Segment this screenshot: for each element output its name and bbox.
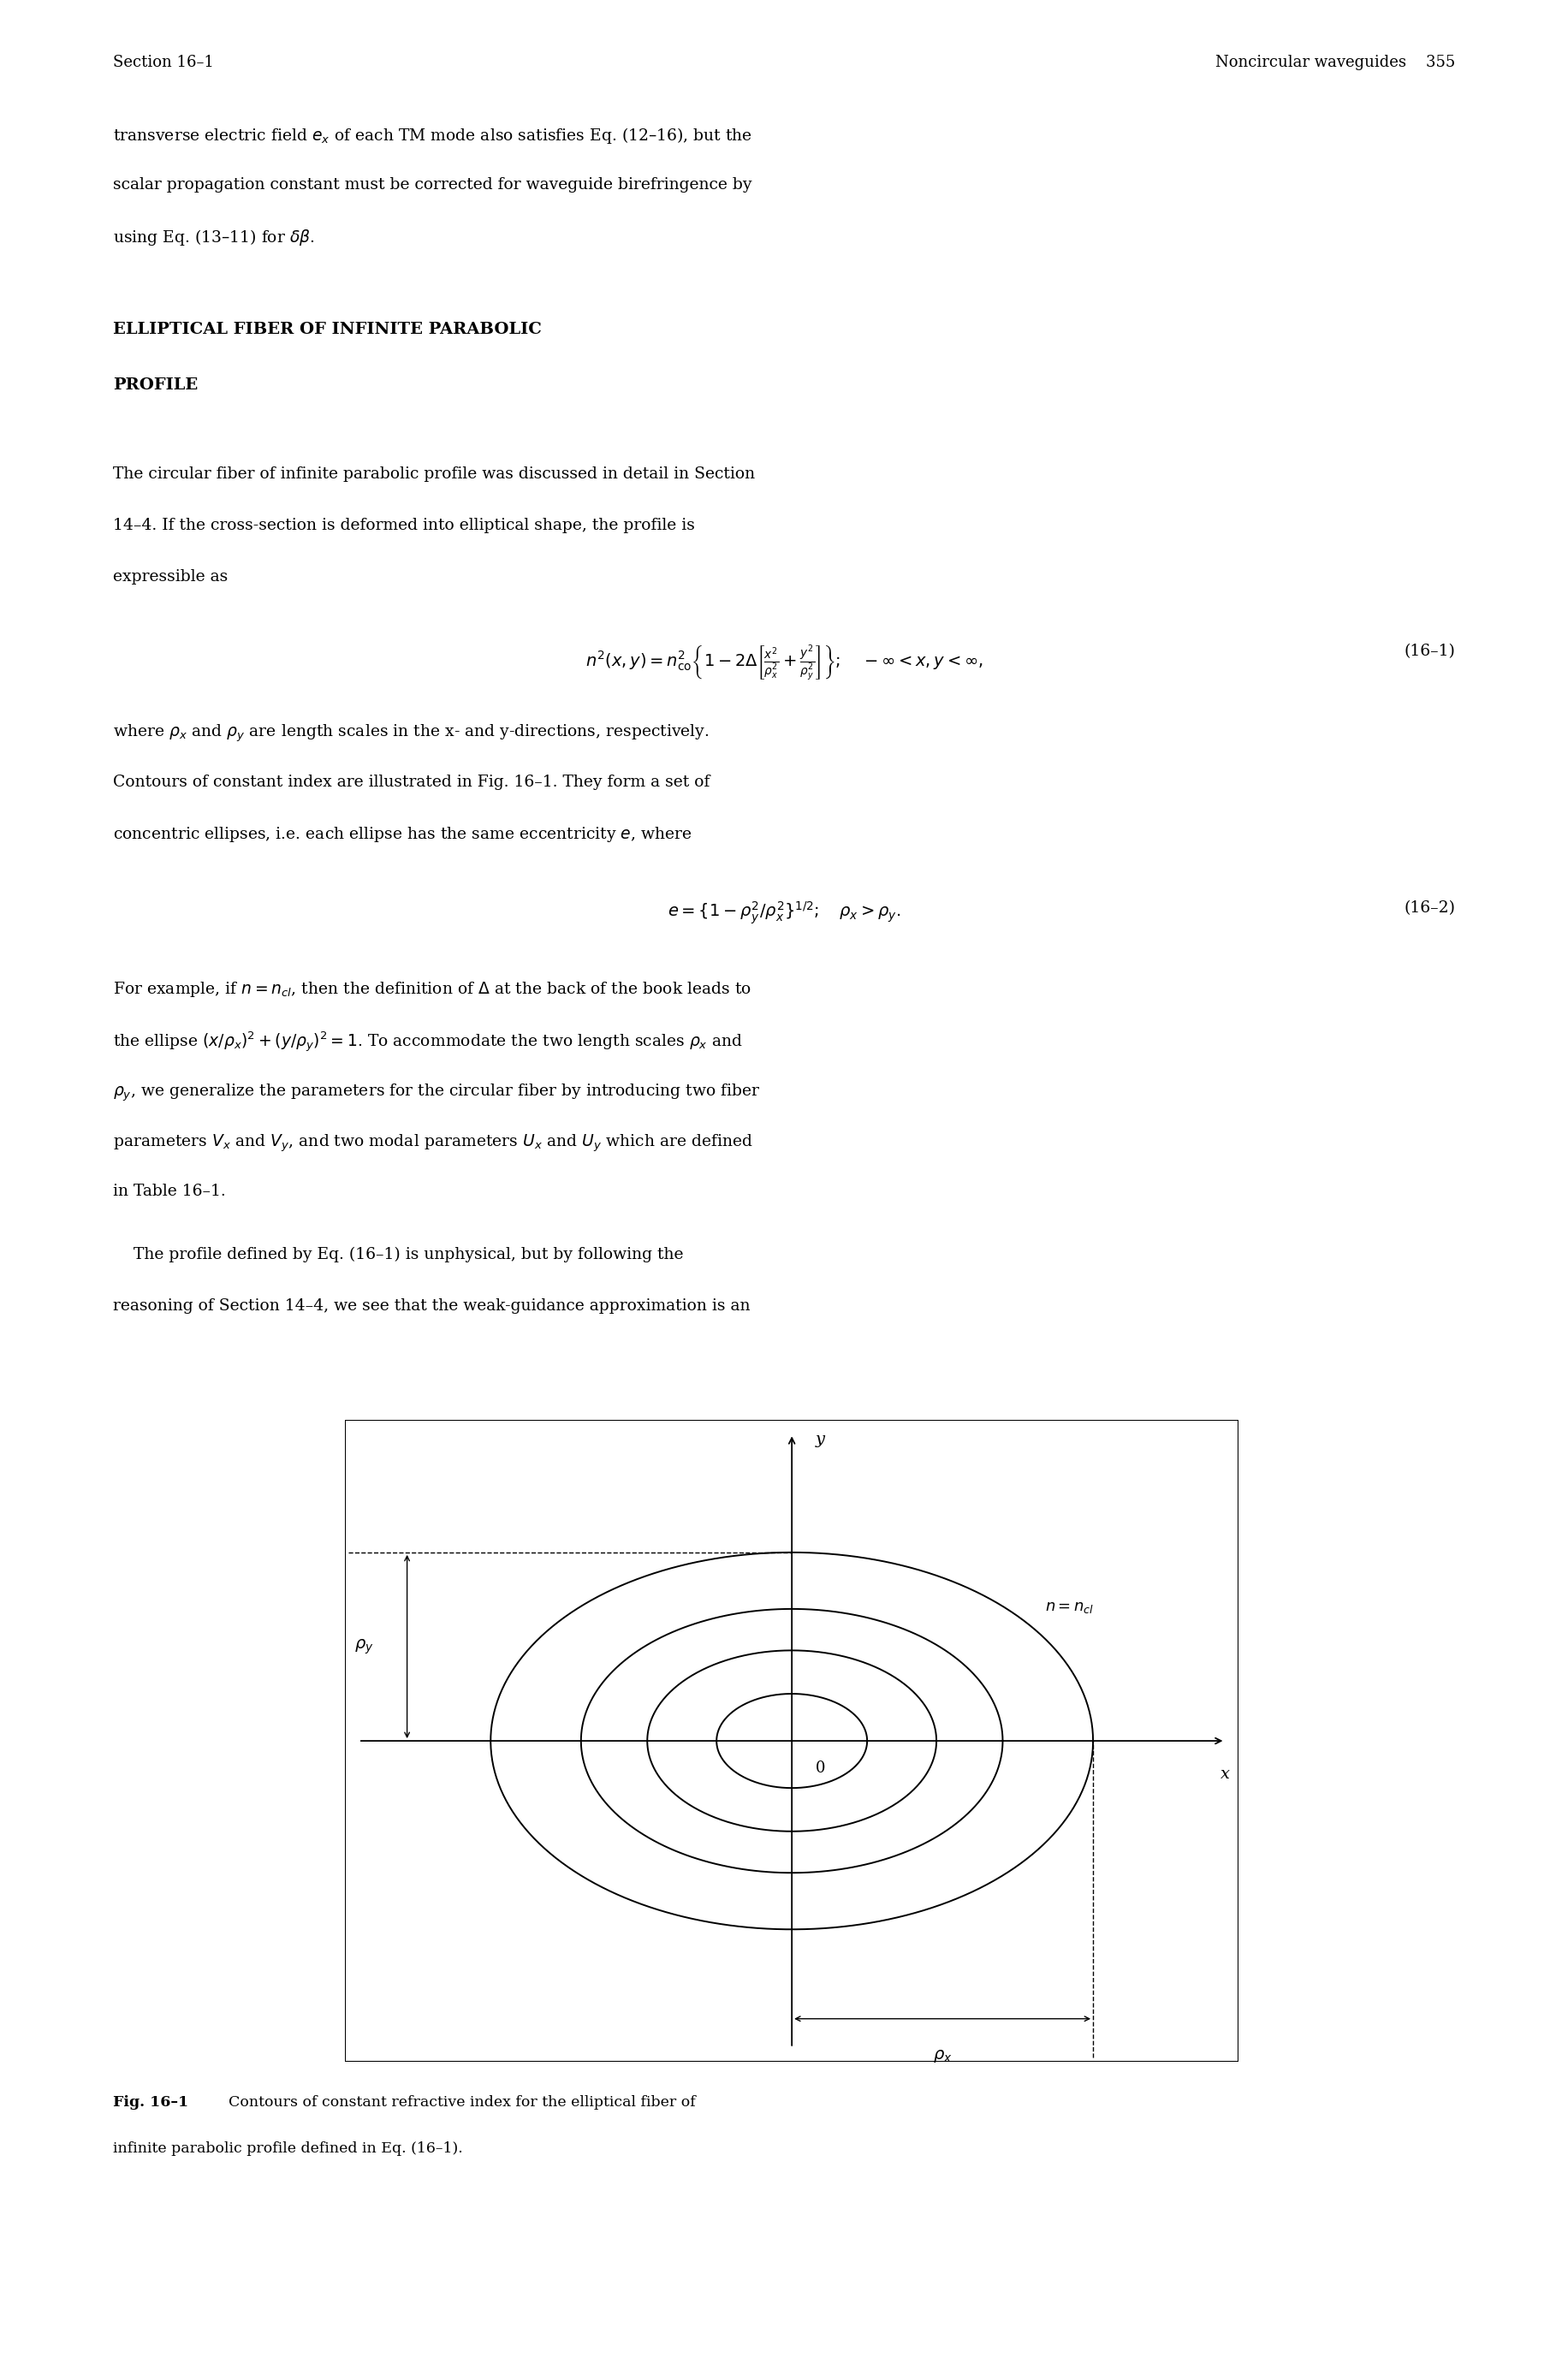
Text: (16–1): (16–1) xyxy=(1403,644,1455,658)
Text: Contours of constant refractive index for the elliptical fiber of: Contours of constant refractive index fo… xyxy=(220,2095,696,2109)
Text: 14–4. If the cross-section is deformed into elliptical shape, the profile is: 14–4. If the cross-section is deformed i… xyxy=(113,518,695,532)
Text: y: y xyxy=(815,1432,825,1446)
Text: The circular fiber of infinite parabolic profile was discussed in detail in Sect: The circular fiber of infinite parabolic… xyxy=(113,466,754,482)
Text: Fig. 16–1: Fig. 16–1 xyxy=(113,2095,188,2109)
Text: x: x xyxy=(1220,1767,1229,1781)
Text: $\rho_y$, we generalize the parameters for the circular fiber by introducing two: $\rho_y$, we generalize the parameters f… xyxy=(113,1081,760,1102)
Text: $\rho_y$: $\rho_y$ xyxy=(354,1636,375,1655)
Text: Section 16–1: Section 16–1 xyxy=(113,55,213,69)
Text: $n=n_{cl}$: $n=n_{cl}$ xyxy=(1044,1601,1094,1615)
Text: expressible as: expressible as xyxy=(113,568,227,584)
Text: 0: 0 xyxy=(815,1760,825,1777)
Text: $e = \{1 - \rho_y^2/\rho_x^2\}^{1/2};\quad \rho_x > \rho_y.$: $e = \{1 - \rho_y^2/\rho_x^2\}^{1/2};\qu… xyxy=(668,900,900,926)
Text: For example, if $n = n_{cl}$, then the definition of $\Delta$ at the back of the: For example, if $n = n_{cl}$, then the d… xyxy=(113,978,751,998)
Text: Contours of constant index are illustrated in Fig. 16–1. They form a set of: Contours of constant index are illustrat… xyxy=(113,774,710,788)
Text: PROFILE: PROFILE xyxy=(113,378,198,392)
Text: scalar propagation constant must be corrected for waveguide birefringence by: scalar propagation constant must be corr… xyxy=(113,178,751,192)
Text: where $\rho_x$ and $\rho_y$ are length scales in the x- and y-directions, respec: where $\rho_x$ and $\rho_y$ are length s… xyxy=(113,722,709,743)
Text: The profile defined by Eq. (16–1) is unphysical, but by following the: The profile defined by Eq. (16–1) is unp… xyxy=(113,1247,684,1264)
Text: the ellipse $(x/\rho_x)^2 + (y/\rho_y)^2 = 1$. To accommodate the two length sca: the ellipse $(x/\rho_x)^2 + (y/\rho_y)^2… xyxy=(113,1031,743,1054)
Text: transverse electric field $e_x$ of each TM mode also satisfies Eq. (12–16), but : transverse electric field $e_x$ of each … xyxy=(113,126,753,145)
Text: (16–2): (16–2) xyxy=(1403,900,1455,914)
Text: $n^2(x, y) = n_{\mathrm{co}}^2\left\{1 - 2\Delta\left[\frac{x^2}{\rho_x^2} + \fr: $n^2(x, y) = n_{\mathrm{co}}^2\left\{1 -… xyxy=(585,644,983,682)
Text: using Eq. (13–11) for $\delta\beta$.: using Eq. (13–11) for $\delta\beta$. xyxy=(113,228,315,247)
Text: reasoning of Section 14–4, we see that the weak-guidance approximation is an: reasoning of Section 14–4, we see that t… xyxy=(113,1297,750,1313)
Text: in Table 16–1.: in Table 16–1. xyxy=(113,1183,226,1199)
Text: Noncircular waveguides    355: Noncircular waveguides 355 xyxy=(1215,55,1455,69)
Text: infinite parabolic profile defined in Eq. (16–1).: infinite parabolic profile defined in Eq… xyxy=(113,2140,463,2157)
Text: concentric ellipses, i.e. each ellipse has the same eccentricity $e$, where: concentric ellipses, i.e. each ellipse h… xyxy=(113,824,691,843)
Text: $\rho_x$: $\rho_x$ xyxy=(933,2047,952,2064)
Text: parameters $V_x$ and $V_y$, and two modal parameters $U_x$ and $U_y$ which are d: parameters $V_x$ and $V_y$, and two moda… xyxy=(113,1133,753,1154)
Text: ELLIPTICAL FIBER OF INFINITE PARABOLIC: ELLIPTICAL FIBER OF INFINITE PARABOLIC xyxy=(113,321,541,337)
